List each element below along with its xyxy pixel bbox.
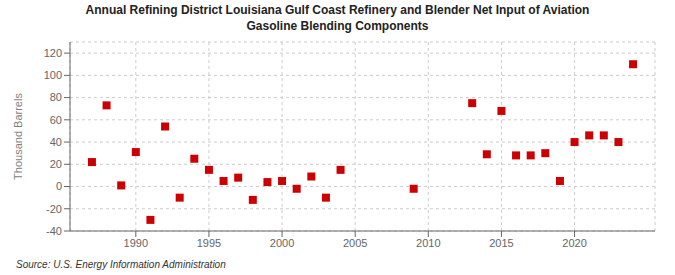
svg-text:2020: 2020 <box>562 237 586 249</box>
svg-text:1995: 1995 <box>197 237 221 249</box>
svg-text:2005: 2005 <box>343 237 367 249</box>
svg-text:40: 40 <box>50 136 62 148</box>
svg-text:1990: 1990 <box>124 237 148 249</box>
svg-text:2010: 2010 <box>416 237 440 249</box>
html-text:Source: U.S. Energy Informatio: Source: U.S. Energy Information Administ… <box>16 259 226 270</box>
svg-text:0: 0 <box>56 180 62 192</box>
svg-text:120: 120 <box>44 47 62 59</box>
html-text:Gasoline Blending Components: Gasoline Blending Components <box>246 19 429 33</box>
svg-text:80: 80 <box>50 91 62 103</box>
svg-text:2015: 2015 <box>489 237 513 249</box>
svg-text:Thousand Barrels: Thousand Barrels <box>12 93 24 180</box>
svg-text:60: 60 <box>50 114 62 126</box>
svg-text:20: 20 <box>50 158 62 170</box>
svg-text:-20: -20 <box>46 203 62 215</box>
html-text:Annual Refining District Louis: Annual Refining District Louisiana Gulf … <box>85 3 590 17</box>
svg-text:100: 100 <box>44 69 62 81</box>
svg-text:-40: -40 <box>46 225 62 237</box>
svg-text:2000: 2000 <box>270 237 294 249</box>
